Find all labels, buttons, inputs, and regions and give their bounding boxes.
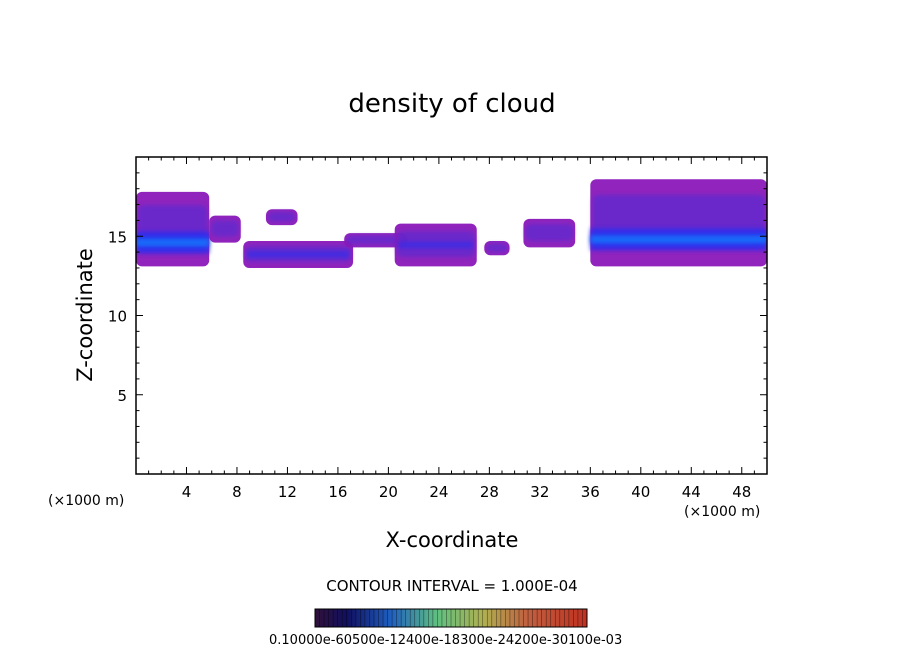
chart-title: density of cloud	[348, 89, 555, 119]
cloud-region	[265, 209, 298, 226]
x-tick-label: 44	[682, 483, 701, 501]
cloud-regions	[136, 179, 767, 268]
x-tick-label: 8	[232, 483, 242, 501]
x-unit-label-left: (×1000 m)	[48, 493, 124, 509]
x-tick-label: 32	[530, 483, 549, 501]
x-axis-label: X-coordinate	[386, 528, 519, 552]
x-tick-label: 20	[379, 483, 398, 501]
cloud-region	[243, 241, 354, 268]
cloud-region	[590, 179, 767, 267]
x-tick-label: 36	[581, 483, 600, 501]
colorbar	[314, 608, 588, 628]
x-tick-label: 12	[278, 483, 297, 501]
colorbar-labels: 0.10000e-60500e-12400e-18300e-24200e-301…	[269, 633, 622, 648]
y-axis-label: Z-coordinate	[73, 248, 97, 382]
x-unit-label-right: (×1000 m)	[684, 504, 760, 520]
contour-interval-label: CONTOUR INTERVAL = 1.000E-04	[326, 577, 577, 595]
cloud-region	[394, 223, 477, 267]
cloud-region	[344, 233, 408, 248]
cloud-region	[136, 191, 210, 267]
cloud-region	[484, 241, 510, 256]
y-tick-label: 10	[108, 308, 127, 326]
x-tick-label: 28	[480, 483, 499, 501]
x-tick-label: 48	[732, 483, 751, 501]
x-tick-label: 40	[631, 483, 650, 501]
y-tick-label: 15	[108, 228, 127, 246]
cloud-region	[523, 218, 576, 248]
x-tick-label: 4	[182, 483, 192, 501]
x-tick-label: 16	[328, 483, 347, 501]
x-tick-label: 24	[429, 483, 448, 501]
cloud-region	[209, 215, 241, 243]
y-tick-label: 5	[117, 387, 127, 405]
